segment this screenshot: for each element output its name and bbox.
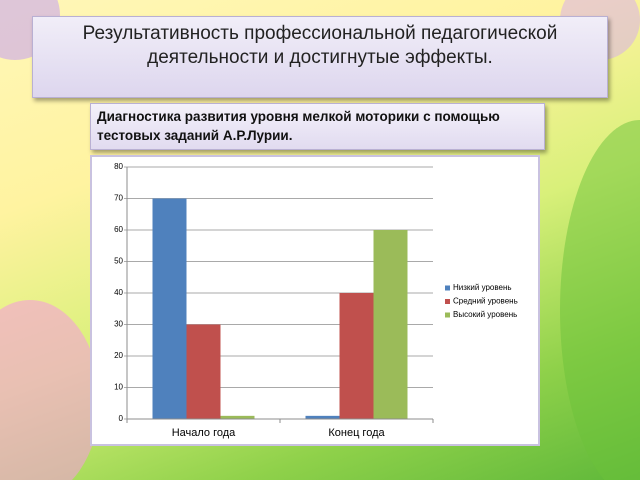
legend-swatch bbox=[445, 299, 450, 304]
y-tick-label: 0 bbox=[119, 414, 124, 423]
legend-swatch bbox=[445, 312, 450, 318]
bar bbox=[220, 415, 255, 419]
chart-frame: 0 10 20 30 40 50 60 70 80 Начало года Конец года Ни… bbox=[90, 155, 540, 446]
legend-swatch bbox=[445, 285, 450, 291]
decoration bbox=[0, 300, 100, 480]
slide-title: Результативность профессиональной педаго… bbox=[32, 16, 608, 98]
bar bbox=[186, 324, 221, 419]
bar bbox=[339, 293, 374, 419]
y-tick-label: 80 bbox=[114, 162, 123, 171]
legend-label: Высокий уровень bbox=[453, 310, 517, 319]
y-tick-label: 50 bbox=[114, 257, 123, 266]
legend-label: Низкий уровень bbox=[453, 283, 512, 292]
y-tick-label: 60 bbox=[114, 225, 123, 234]
x-tick-label: Начало года bbox=[172, 427, 236, 439]
chart: 0 10 20 30 40 50 60 70 80 Начало года Конец года Ни… bbox=[114, 162, 518, 439]
y-tick-label: 40 bbox=[114, 288, 123, 297]
bar bbox=[305, 415, 340, 419]
legend-label: Средний уровень bbox=[453, 297, 518, 306]
x-tick-label: Конец года bbox=[328, 427, 385, 439]
y-tick-label: 30 bbox=[114, 320, 123, 329]
decoration bbox=[560, 120, 640, 480]
y-tick-label: 70 bbox=[114, 194, 123, 203]
bar bbox=[373, 230, 408, 419]
y-tick-label: 10 bbox=[114, 383, 123, 392]
y-tick-label: 20 bbox=[114, 351, 123, 360]
slide-subtitle: Диагностика развития уровня мелкой мотор… bbox=[90, 103, 545, 150]
bar bbox=[152, 198, 187, 419]
